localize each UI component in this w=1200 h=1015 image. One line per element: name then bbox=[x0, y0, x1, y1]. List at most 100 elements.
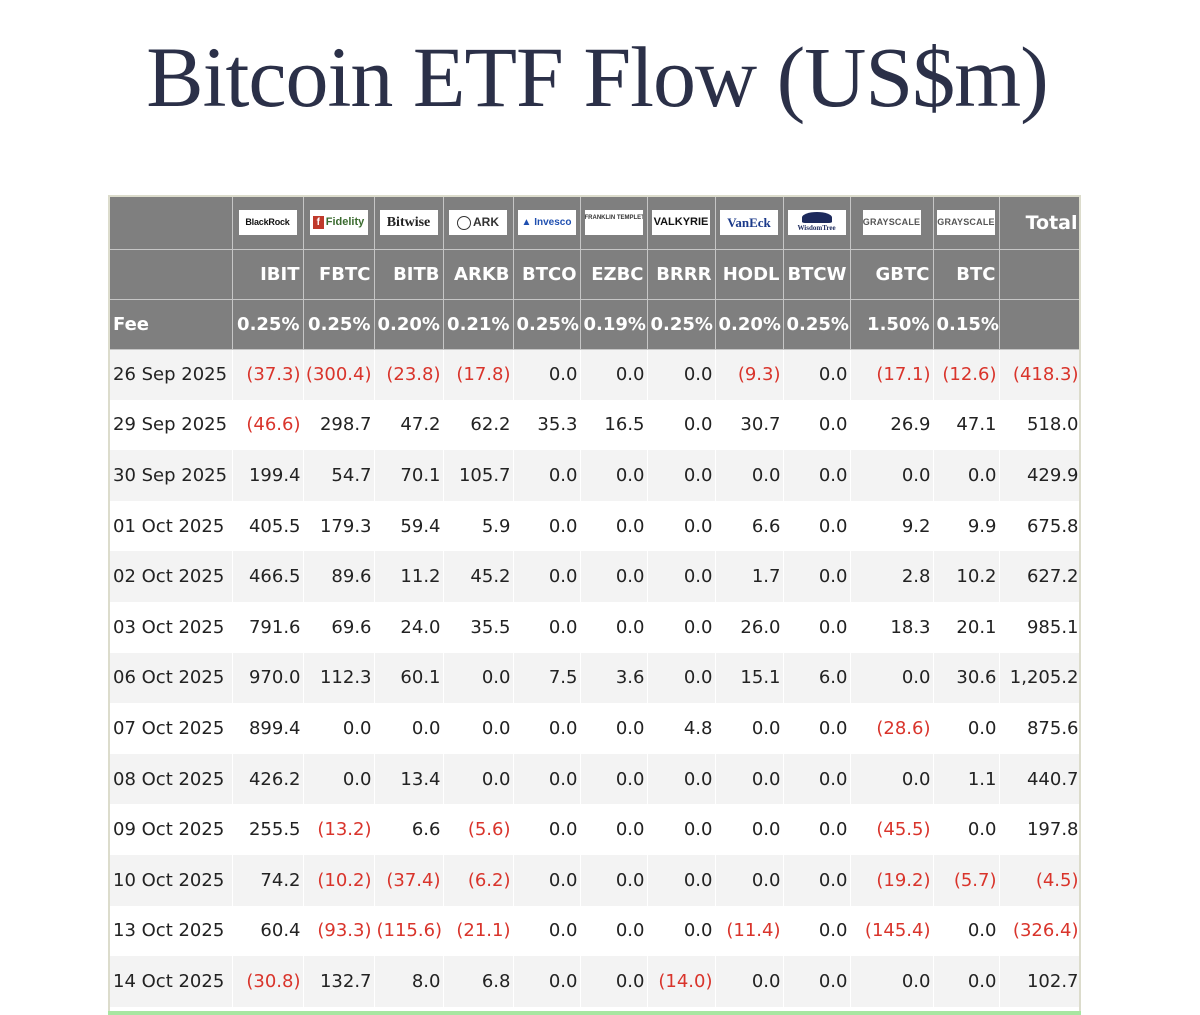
flow-value-cell: (30.8) bbox=[232, 956, 304, 1007]
flow-value-cell: 0.0 bbox=[783, 703, 851, 754]
table-row: 14 Oct 2025 (30.8) 132.7 8.0 6.8 0.0 0.0 (14.0)… bbox=[110, 956, 1079, 1007]
flow-value-cell: (23.8) bbox=[374, 349, 444, 400]
flow-value-cell: (5.7) bbox=[933, 854, 1000, 906]
valkyrie-logo: VALKYRIE bbox=[652, 210, 710, 236]
table-row: 13 Oct 2025 60.4 (93.3) (115.6) (21.1) 0.0 0.0… bbox=[110, 905, 1079, 957]
issuer-logo-cell: GRAYSCALE bbox=[850, 197, 934, 250]
table-row: 29 Sep 2025 (46.6) 298.7 47.2 62.2 35.3 16.5 0.… bbox=[110, 399, 1079, 451]
table-bottom-edge bbox=[108, 1011, 1081, 1015]
row-total: 1,205.2 bbox=[999, 652, 1079, 704]
row-total: 102.7 bbox=[999, 956, 1079, 1007]
flow-value-cell: 1.1 bbox=[933, 753, 1000, 805]
flow-value-cell: 405.5 bbox=[232, 500, 304, 552]
table-row: 10 Oct 2025 74.2 (10.2) (37.4) (6.2) 0.0 0.0 0.… bbox=[110, 854, 1079, 906]
fee-value: 1.50% bbox=[850, 299, 934, 350]
flow-value-cell: 0.0 bbox=[933, 450, 1000, 501]
flow-value-cell: 0.0 bbox=[647, 551, 716, 602]
row-date: 14 Oct 2025 bbox=[110, 956, 233, 1007]
row-date: 13 Oct 2025 bbox=[110, 905, 233, 957]
flow-value-cell: (46.6) bbox=[232, 399, 304, 451]
flow-value-cell: 30.6 bbox=[933, 652, 1000, 704]
flow-value-cell: 0.0 bbox=[850, 652, 934, 704]
ticker-header: BTC bbox=[933, 249, 1000, 300]
wisdomtree-logo-text: WisdomTree bbox=[797, 224, 836, 233]
row-total: 518.0 bbox=[999, 399, 1079, 451]
flow-value-cell: 0.0 bbox=[513, 753, 581, 805]
row-total: 429.9 bbox=[999, 450, 1079, 501]
flow-value-cell: 60.4 bbox=[232, 905, 304, 957]
flow-value-cell: 59.4 bbox=[374, 500, 444, 552]
flow-value-cell: (11.4) bbox=[715, 905, 784, 957]
flow-value-cell: 10.2 bbox=[933, 551, 1000, 602]
flow-value-cell: 18.3 bbox=[850, 601, 934, 653]
ticker-header: BRRR bbox=[647, 249, 716, 300]
fee-value: 0.15% bbox=[933, 299, 1000, 350]
flow-value-cell: (45.5) bbox=[850, 804, 934, 855]
flow-value-cell: 899.4 bbox=[232, 703, 304, 754]
etf-flow-table: BlackRock f Fidelity Bitwise ARK ▲ Invesc… bbox=[110, 197, 1079, 1007]
flow-value-cell: 0.0 bbox=[783, 753, 851, 805]
flow-value-cell: 0.0 bbox=[783, 500, 851, 552]
flow-value-cell: (115.6) bbox=[374, 905, 444, 957]
flow-value-cell: 0.0 bbox=[513, 956, 581, 1007]
etf-flow-table-container: BlackRock f Fidelity Bitwise ARK ▲ Invesc… bbox=[108, 195, 1081, 1015]
fee-value: 0.25% bbox=[513, 299, 581, 350]
flow-value-cell: 7.5 bbox=[513, 652, 581, 704]
row-date: 10 Oct 2025 bbox=[110, 854, 233, 906]
issuer-logo-cell: ARK bbox=[443, 197, 514, 250]
ticker-total-blank bbox=[999, 249, 1079, 300]
flow-value-cell: 0.0 bbox=[513, 500, 581, 552]
issuer-logo-cell: FRANKLIN TEMPLETON bbox=[580, 197, 648, 250]
table-row: 01 Oct 2025 405.5 179.3 59.4 5.9 0.0 0.0 0.0 6.6… bbox=[110, 500, 1079, 552]
flow-value-cell: 3.6 bbox=[580, 652, 648, 704]
flow-value-cell: 132.7 bbox=[303, 956, 375, 1007]
flow-value-cell: 47.2 bbox=[374, 399, 444, 451]
flow-value-cell: 0.0 bbox=[850, 753, 934, 805]
flow-value-cell: 6.8 bbox=[443, 956, 514, 1007]
flow-value-cell: 0.0 bbox=[580, 753, 648, 805]
flow-value-cell: 0.0 bbox=[647, 905, 716, 957]
row-total: 985.1 bbox=[999, 601, 1079, 653]
flow-value-cell: 791.6 bbox=[232, 601, 304, 653]
flow-value-cell: 0.0 bbox=[513, 551, 581, 602]
flow-value-cell: 970.0 bbox=[232, 652, 304, 704]
flow-value-cell: 0.0 bbox=[580, 551, 648, 602]
ticker-header: EZBC bbox=[580, 249, 648, 300]
flow-value-cell: 26.9 bbox=[850, 399, 934, 451]
flow-value-cell: 0.0 bbox=[580, 703, 648, 754]
flow-value-cell: 47.1 bbox=[933, 399, 1000, 451]
flow-value-cell: 6.6 bbox=[374, 804, 444, 855]
flow-value-cell: 4.8 bbox=[647, 703, 716, 754]
fidelity-logo-text: Fidelity bbox=[325, 216, 365, 229]
flow-value-cell: 1.7 bbox=[715, 551, 784, 602]
flow-value-cell: 15.1 bbox=[715, 652, 784, 704]
fee-value: 0.25% bbox=[232, 299, 304, 350]
flow-value-cell: 0.0 bbox=[580, 956, 648, 1007]
flow-value-cell: 0.0 bbox=[303, 753, 375, 805]
issuer-logo-cell: BlackRock bbox=[232, 197, 304, 250]
flow-value-cell: 0.0 bbox=[715, 854, 784, 906]
flow-value-cell: (9.3) bbox=[715, 349, 784, 400]
flow-value-cell: 105.7 bbox=[443, 450, 514, 501]
flow-value-cell: 0.0 bbox=[513, 349, 581, 400]
flow-value-cell: (93.3) bbox=[303, 905, 375, 957]
flow-value-cell: (37.3) bbox=[232, 349, 304, 400]
row-total: 675.8 bbox=[999, 500, 1079, 552]
flow-value-cell: 0.0 bbox=[513, 450, 581, 501]
blackrock-logo: BlackRock bbox=[238, 210, 297, 236]
flow-value-cell: 0.0 bbox=[443, 753, 514, 805]
flow-value-cell: 6.6 bbox=[715, 500, 784, 552]
flow-value-cell: 0.0 bbox=[715, 956, 784, 1007]
row-date: 26 Sep 2025 bbox=[110, 349, 233, 400]
row-total: 440.7 bbox=[999, 753, 1079, 805]
flow-value-cell: (37.4) bbox=[374, 854, 444, 906]
bitwise-logo: Bitwise bbox=[379, 210, 438, 236]
flow-value-cell: (13.2) bbox=[303, 804, 375, 855]
table-row: 26 Sep 2025 (37.3) (300.4) (23.8) (17.8) 0.0 0… bbox=[110, 349, 1079, 400]
flow-value-cell: 9.9 bbox=[933, 500, 1000, 552]
flow-value-cell: 0.0 bbox=[513, 601, 581, 653]
issuer-logo-cell: VALKYRIE bbox=[647, 197, 716, 250]
flow-value-cell: 0.0 bbox=[783, 450, 851, 501]
ticker-header: FBTC bbox=[303, 249, 375, 300]
